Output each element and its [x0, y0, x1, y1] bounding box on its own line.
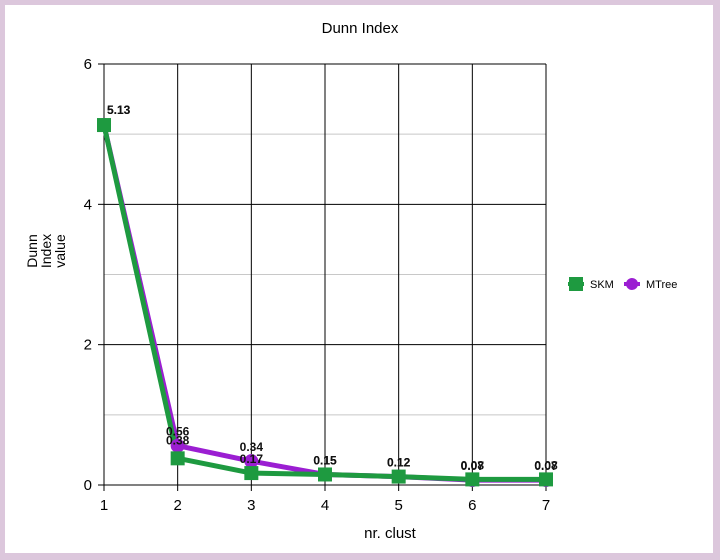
y-tick-label: 6 [84, 56, 92, 73]
data-point-mtree [170, 438, 185, 453]
chart-title: Dunn Index [321, 20, 399, 37]
data-point-skm [391, 469, 406, 484]
data-label-skm: 0.15 [313, 453, 337, 467]
data-point-skm [465, 472, 480, 487]
data-label-mtree: 5.13 [107, 103, 131, 117]
x-tick-label: 5 [394, 497, 402, 514]
data-label-skm: 0.08 [461, 458, 485, 472]
data-label-skm: 5.13 [107, 103, 131, 117]
x-tick-label: 3 [247, 497, 255, 514]
data-point-skm [539, 472, 553, 487]
y-tick-label: 2 [84, 337, 92, 354]
data-label-mtree: 0.12 [387, 456, 411, 470]
y-tick-label: 4 [84, 196, 92, 213]
x-tick-label: 6 [468, 497, 476, 514]
data-point-skm [170, 451, 185, 466]
data-label-skm: 0.08 [534, 458, 558, 472]
chart-frame [5, 5, 713, 553]
data-point-mtree [244, 454, 259, 469]
legend-label-mtree: MTree [646, 279, 677, 291]
data-label-mtree: 0.15 [313, 453, 337, 467]
legend-marker-mtree [626, 278, 638, 290]
data-label-skm: 0.12 [387, 456, 411, 470]
legend-label-skm: SKM [590, 279, 614, 291]
y-tick-label: 0 [84, 477, 92, 494]
x-axis-label: nr. clust [364, 525, 416, 542]
data-label-skm: 0.38 [166, 433, 190, 447]
data-label-mtree: 0.07 [461, 459, 485, 473]
data-label-mtree: 0.07 [534, 459, 558, 473]
x-tick-label: 4 [321, 497, 329, 514]
data-label-mtree: 0.56 [166, 425, 190, 439]
x-tick-label: 2 [173, 497, 181, 514]
data-point-skm [244, 466, 259, 481]
legend-marker-skm [569, 277, 583, 291]
x-tick-label: 1 [100, 497, 108, 514]
data-point-skm [318, 467, 332, 482]
x-tick-label: 7 [542, 497, 550, 514]
data-label-skm: 0.17 [240, 452, 264, 466]
data-label-mtree: 0.34 [240, 440, 264, 454]
data-point-skm [97, 118, 111, 133]
